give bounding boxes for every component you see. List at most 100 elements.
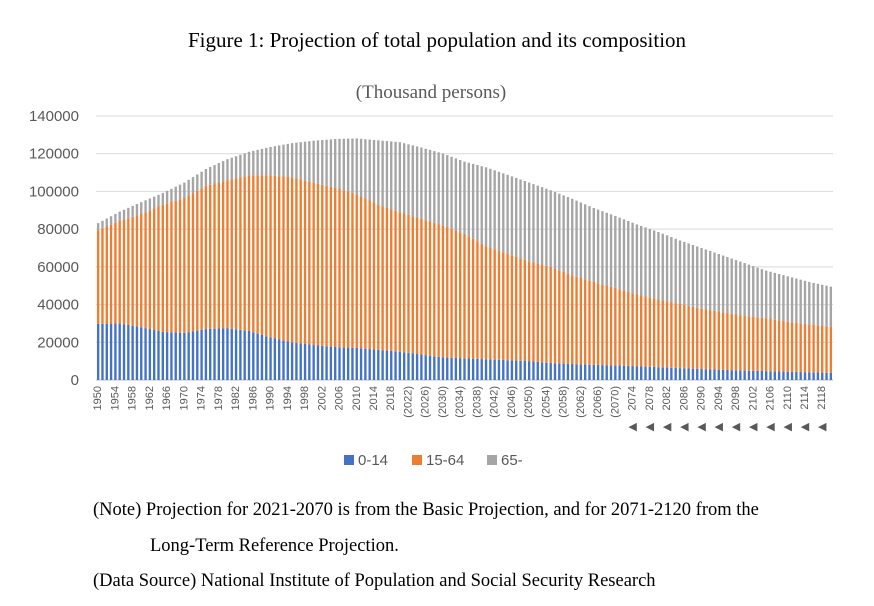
bar-0-14 <box>670 367 673 380</box>
bar-0-14 <box>821 372 824 380</box>
bar-65 <box>415 146 419 218</box>
bar-15-64 <box>338 188 341 348</box>
bar-15-64 <box>747 316 751 371</box>
x-tick-label: 1958 <box>127 386 139 410</box>
bar-0-14 <box>286 341 289 380</box>
bar-65 <box>351 138 354 193</box>
bar-65 <box>696 246 699 308</box>
bar-0-14 <box>101 323 104 380</box>
bar-15-64 <box>200 188 203 330</box>
bar-65 <box>316 140 320 184</box>
bar-65 <box>420 147 423 219</box>
bar-0-14 <box>230 328 233 380</box>
bar-15-64 <box>144 212 147 329</box>
bar-65 <box>825 285 828 327</box>
bar-15-64 <box>269 175 272 338</box>
bar-0-14 <box>273 338 277 380</box>
bar-0-14 <box>743 370 746 380</box>
bar-65 <box>325 139 328 186</box>
bar-15-64 <box>273 175 277 339</box>
bar-0-14 <box>127 324 130 380</box>
x-tick-label: (2034) <box>454 386 466 418</box>
bar-65 <box>683 241 686 305</box>
bar-15-64 <box>683 304 686 369</box>
bar-65 <box>583 204 587 280</box>
x-tick-label: 2118 <box>816 386 828 410</box>
bar-65 <box>575 200 578 277</box>
bar-0-14 <box>252 332 255 380</box>
bar-0-14 <box>170 332 173 380</box>
bar-0-14 <box>385 350 389 380</box>
bar-15-64 <box>295 178 298 343</box>
bar-15-64 <box>170 201 173 333</box>
bar-0-14 <box>424 355 427 380</box>
x-tick-label: 1982 <box>230 386 242 410</box>
bar-15-64 <box>579 277 583 365</box>
bar-15-64 <box>506 253 509 361</box>
bar-65 <box>252 150 255 176</box>
bar-65 <box>377 140 380 205</box>
bar-65 <box>96 223 100 231</box>
bar-15-64 <box>657 299 660 368</box>
bar-0-14 <box>247 330 251 380</box>
bar-65 <box>321 140 324 185</box>
bar-65 <box>588 206 591 281</box>
bar-65 <box>566 197 570 274</box>
bar-0-14 <box>583 364 587 380</box>
x-tick-marker: ◀ <box>697 420 706 433</box>
bar-15-64 <box>571 275 574 364</box>
x-tick-marker: ◀ <box>749 420 758 433</box>
bar-15-64 <box>601 284 604 366</box>
bar-15-64 <box>532 262 535 362</box>
bar-15-64 <box>213 183 216 329</box>
bar-0-14 <box>131 325 134 380</box>
bar-65 <box>523 181 527 260</box>
bar-0-14 <box>657 367 660 380</box>
bar-15-64 <box>454 230 458 358</box>
bar-15-64 <box>803 323 807 373</box>
bar-0-14 <box>665 367 669 380</box>
bar-15-64 <box>157 206 160 331</box>
bar-65 <box>704 249 708 310</box>
bar-15-64 <box>652 298 656 367</box>
bar-65 <box>506 174 509 254</box>
bar-65 <box>135 204 139 216</box>
bar-15-64 <box>277 176 281 340</box>
bar-65 <box>536 185 539 264</box>
bar-0-14 <box>605 365 608 380</box>
chart-subtitle: (Thousand persons) <box>356 82 506 103</box>
bar-65 <box>786 276 789 322</box>
bar-15-64 <box>105 226 108 324</box>
bar-0-14 <box>747 370 751 380</box>
bar-0-14 <box>739 370 742 380</box>
bar-15-64 <box>786 321 789 372</box>
bar-15-64 <box>308 181 311 345</box>
bar-15-64 <box>441 225 445 358</box>
legend: 0-14 15-64 65- <box>344 452 523 469</box>
bar-15-64 <box>196 190 199 331</box>
bar-0-14 <box>484 359 488 380</box>
bar-0-14 <box>135 326 139 380</box>
bar-65 <box>769 271 772 320</box>
bar-65 <box>829 286 833 327</box>
bar-15-64 <box>282 176 285 341</box>
x-tick-label: (2062) <box>575 386 587 418</box>
bar-0-14 <box>196 330 199 380</box>
bar-0-14 <box>114 323 117 380</box>
bar-65 <box>674 238 677 304</box>
bar-0-14 <box>644 366 647 380</box>
bar-0-14 <box>700 369 703 380</box>
bar-0-14 <box>575 364 578 380</box>
bar-65 <box>273 146 277 176</box>
bar-65 <box>161 192 164 205</box>
x-tick-marker: ◀ <box>646 420 655 433</box>
bar-65 <box>282 144 285 177</box>
bar-0-14 <box>769 371 772 380</box>
bar-65 <box>510 176 514 256</box>
bar-15-64 <box>743 315 746 371</box>
bar-65 <box>665 235 669 302</box>
bar-65 <box>131 205 134 217</box>
bar-0-14 <box>717 369 720 380</box>
bar-65 <box>411 145 414 217</box>
bar-65 <box>747 264 751 317</box>
